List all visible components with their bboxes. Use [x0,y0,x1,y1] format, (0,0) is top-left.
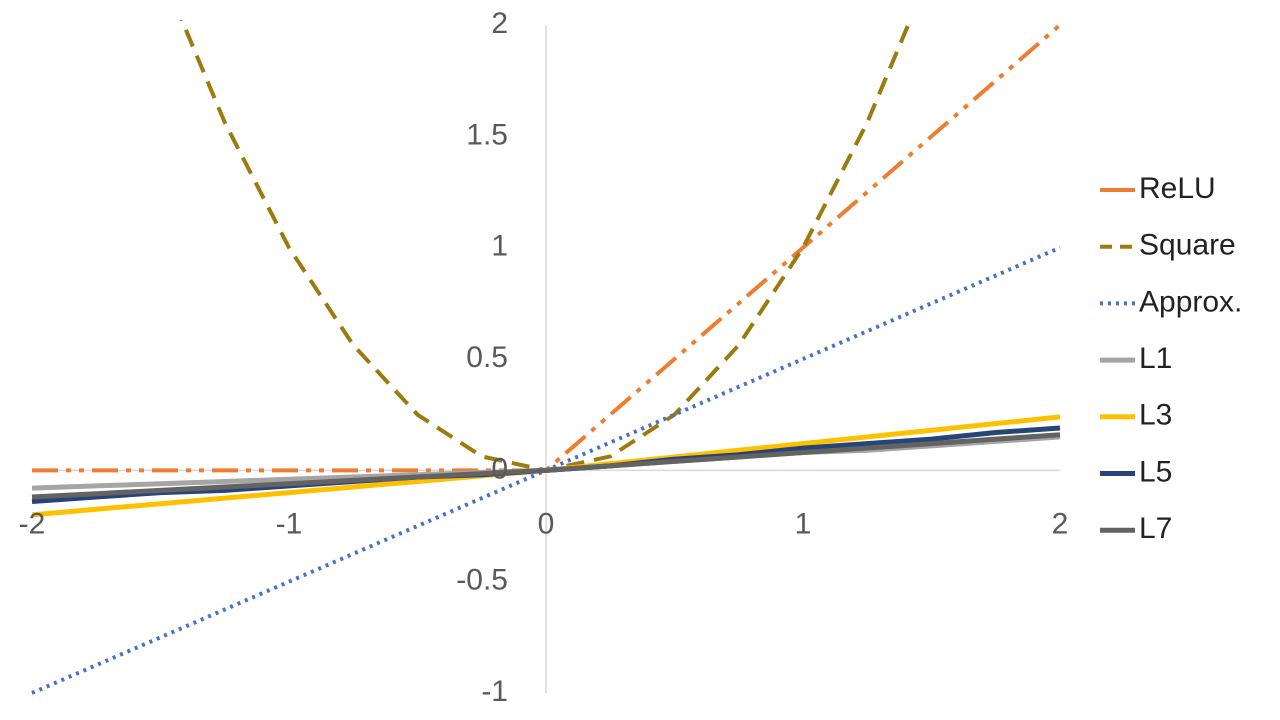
y-tick-label: -1 [481,675,508,708]
series-group [31,20,1062,695]
legend-label: L1 [1139,342,1172,375]
y-tick-label: 0 [491,452,508,485]
y-tick-label: 0.5 [466,341,508,374]
axes [32,25,1060,693]
y-tick-label: 1.5 [466,118,508,151]
legend: ReLU Square Approx. L1 L3 L5 L7 [1100,172,1242,545]
legend-label: L3 [1139,399,1172,432]
y-tick-label: 1 [491,230,508,263]
tick-labels: -2 -1 0 1 2 -1 -0.5 0 0.5 1 1.5 2 [19,7,1069,708]
legend-label: Square [1139,229,1236,262]
legend-label: L7 [1139,512,1172,545]
legend-label: Approx. [1139,285,1242,318]
x-tick-label: 0 [538,507,555,540]
y-tick-label: 2 [491,7,508,40]
legend-label: L5 [1139,455,1172,488]
x-tick-label: -1 [276,507,303,540]
x-tick-label: -2 [19,507,46,540]
x-tick-label: 2 [1052,507,1069,540]
legend-label: ReLU [1139,172,1216,205]
y-tick-label: -0.5 [456,564,508,597]
series-line [31,432,1061,500]
x-tick-label: 1 [795,507,812,540]
